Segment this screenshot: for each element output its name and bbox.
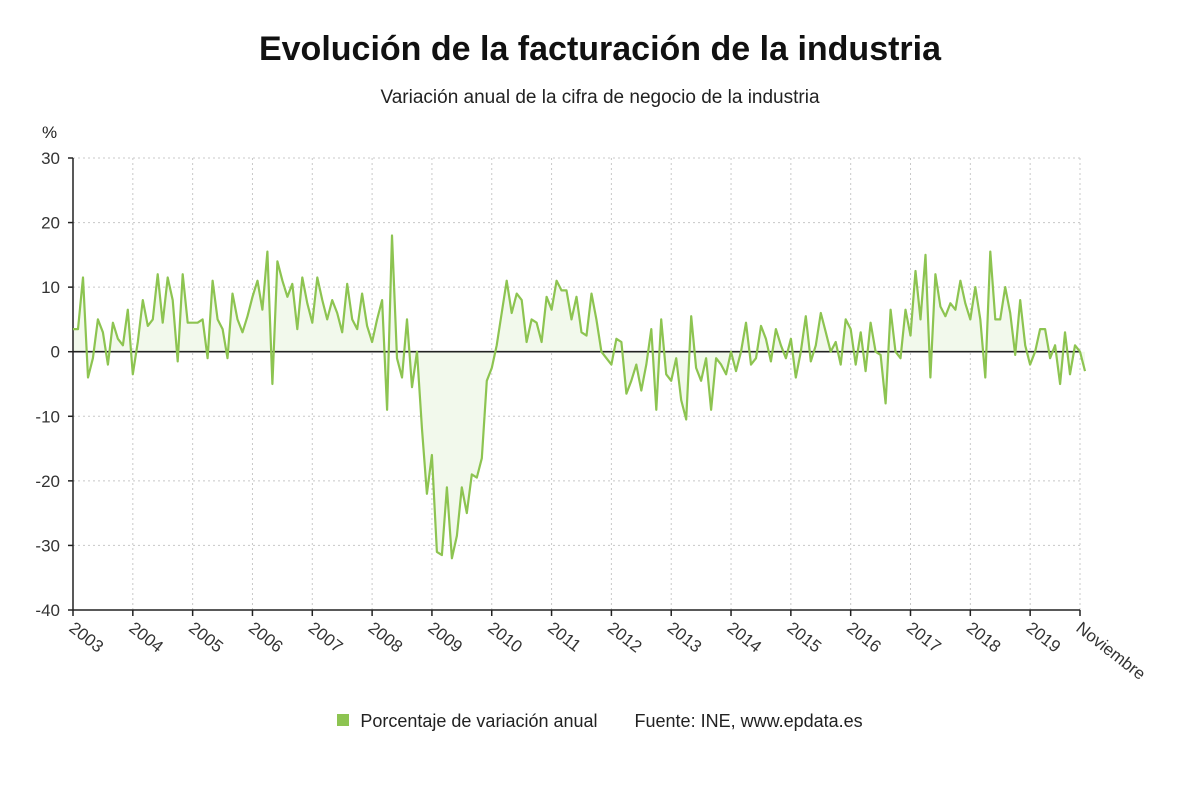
y-tick-label: 0: [51, 343, 60, 362]
series-area: [73, 235, 1085, 559]
y-axis-label: %: [42, 123, 57, 142]
chart-title: Evolución de la facturación de la indust…: [258, 30, 942, 68]
y-tick-label: -10: [35, 407, 60, 426]
x-tick-label: 2003: [66, 618, 108, 656]
y-tick-label: 20: [41, 214, 60, 233]
x-tick-label: 2010: [484, 618, 526, 656]
y-tick-label: 10: [41, 278, 60, 297]
x-tick-label: 2009: [424, 618, 466, 656]
x-tick-label: 2008: [365, 618, 407, 656]
x-tick-label: 2015: [783, 618, 825, 656]
x-tick-label: 2012: [604, 618, 646, 656]
x-tick-label: 2006: [245, 618, 287, 656]
source-note: Fuente: INE, www.epdata.es: [634, 711, 863, 731]
x-tick-label: 2013: [664, 618, 706, 656]
x-tick-label: 2014: [724, 618, 766, 656]
y-tick-label: 30: [41, 149, 60, 168]
y-tick-label: -30: [35, 536, 60, 555]
x-tick-label: 2004: [125, 618, 167, 656]
legend: Porcentaje de variación anual Fuente: IN…: [0, 711, 1200, 732]
x-tick-label: Noviembre: [1073, 618, 1149, 684]
x-tick-label: 2017: [903, 618, 945, 656]
area-fill: [73, 235, 1085, 559]
legend-swatch: [337, 714, 350, 727]
x-tick-label: 2019: [1023, 618, 1065, 656]
y-tick-label: -40: [35, 601, 60, 620]
y-tick-label: -20: [35, 472, 60, 491]
series-lines: [73, 234, 1087, 560]
x-tick-label: 2018: [963, 618, 1005, 656]
legend-series-label: Porcentaje de variación anual: [360, 711, 598, 731]
x-tick-label: 2016: [843, 618, 885, 656]
grid: [72, 157, 1081, 611]
x-tick-label: 2005: [185, 618, 227, 656]
chart-subtitle: Variación anual de la cifra de negocio d…: [380, 87, 820, 108]
x-tick-labels: 2003 2004 2005 2006 2007 2008 2009 2010 2011 2012…: [66, 618, 1149, 684]
x-tick-label: 2007: [305, 618, 347, 656]
axes: [68, 157, 1081, 616]
y-tick-labels: 30 20 10 0 -10 -20 -30 -40: [35, 149, 60, 620]
x-tick-label: 2011: [544, 618, 585, 655]
series-line: [73, 234, 1087, 560]
